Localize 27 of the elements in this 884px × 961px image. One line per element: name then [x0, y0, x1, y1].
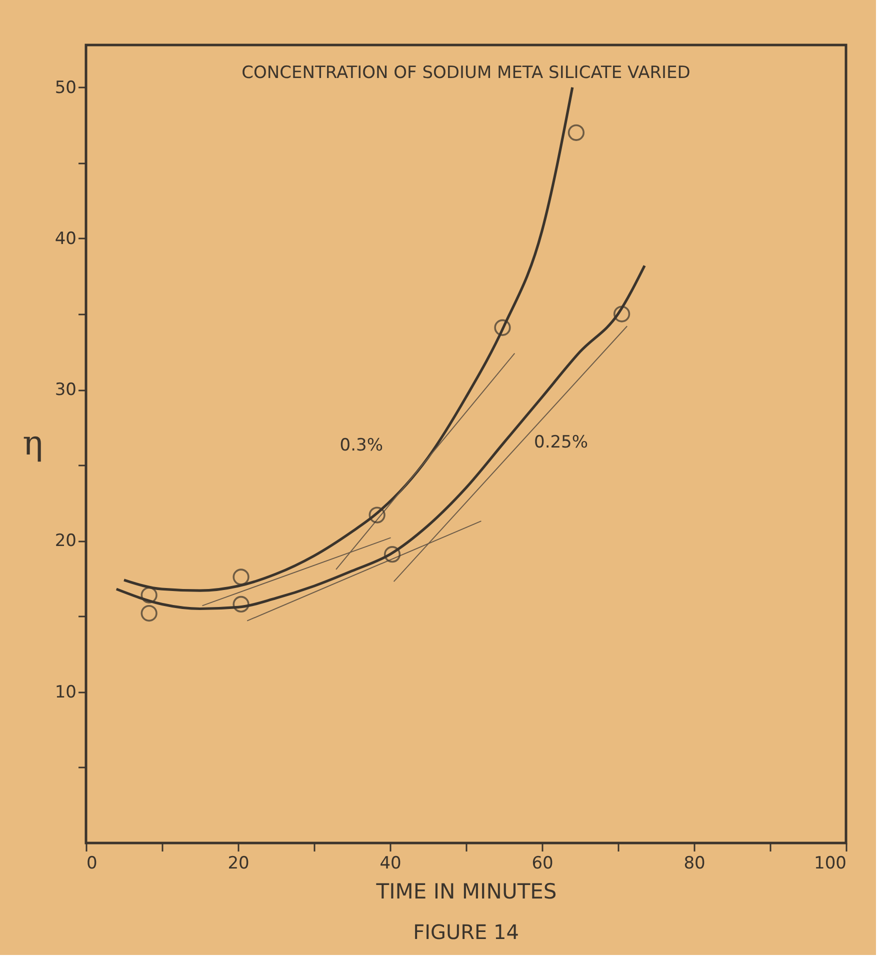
line-series [115, 264, 646, 610]
y-tick-label: 40 [54, 228, 76, 249]
point [568, 124, 585, 141]
series-label: 0.25% [534, 432, 588, 452]
y-tick-label: 10 [54, 682, 76, 702]
y-axis-title: η [22, 424, 44, 464]
text: CONCENTRATION OF SODIUM META SILICATE VARIED [242, 63, 690, 83]
point [368, 506, 386, 524]
point [140, 604, 158, 622]
x-tick-label: 100 [814, 854, 846, 874]
x-tick-label: 40 [380, 854, 402, 874]
caption: FIGURE 14 [413, 920, 519, 944]
point [494, 319, 511, 336]
x-tick-label: 0 [86, 854, 98, 874]
x-tick-label: 20 [228, 854, 250, 874]
x-tick-label: 80 [684, 854, 706, 874]
point [232, 568, 250, 586]
y-tick-label: 30 [54, 380, 76, 400]
point [613, 306, 630, 322]
point [384, 546, 401, 563]
point [232, 596, 250, 613]
y-tick-label: 20 [54, 531, 76, 552]
text: 0.3% [340, 436, 383, 456]
point [140, 586, 158, 604]
y-tick-label: 50 [54, 78, 76, 98]
x-tick-label: 60 [532, 854, 554, 874]
x-axis-title: TIME IN MINUTES [375, 880, 557, 904]
